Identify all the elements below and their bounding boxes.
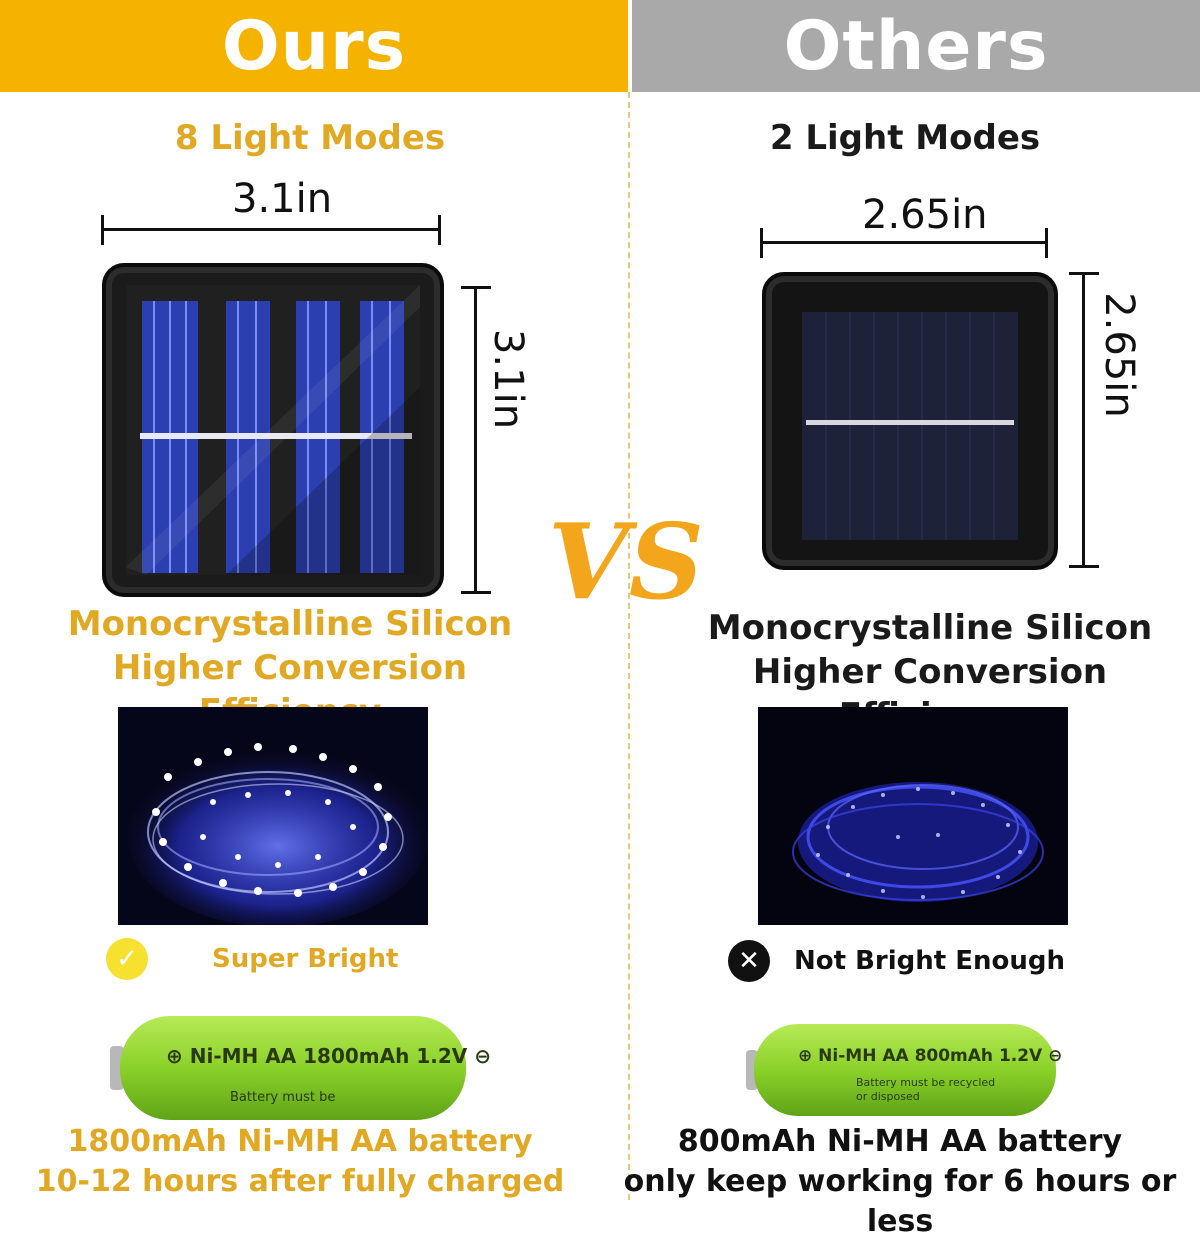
others-header: Others xyxy=(632,0,1200,92)
others-battery-label: ⊕ Ni-MH AA 800mAh 1.2V ⊖ xyxy=(798,1046,1063,1066)
ours-height-label: 3.1in xyxy=(485,328,532,430)
others-battery-capacity: 800mAh Ni-MH AA battery xyxy=(677,1124,1123,1159)
others-lights-graphic xyxy=(758,707,1068,925)
ours-battery-capacity: 1800mAh Ni-MH AA battery xyxy=(67,1124,533,1159)
x-circle-icon: ✕ xyxy=(728,940,770,982)
check-circle-icon: ✓ xyxy=(106,938,148,980)
others-solar-panel xyxy=(762,272,1058,570)
others-brightness-label: Not Bright Enough xyxy=(794,946,1066,976)
ours-solar-panel xyxy=(102,263,444,597)
ours-battery-caption: 1800mAh Ni-MH AA battery 10-12 hours aft… xyxy=(20,1122,580,1202)
others-battery: ⊕ Ni-MH AA 800mAh 1.2V ⊖ Battery must be… xyxy=(746,1024,1062,1116)
ours-string-lights-image xyxy=(118,707,428,925)
others-header-label: Others xyxy=(783,6,1049,86)
ours-brightness-row: ✓ Super Bright xyxy=(106,938,398,980)
ours-battery-runtime: 10-12 hours after fully charged xyxy=(35,1164,565,1199)
others-battery-sublabel: Battery must be recycled or disposed xyxy=(856,1076,996,1103)
others-solar-cells xyxy=(802,312,1018,540)
others-battery-body xyxy=(746,1024,1056,1116)
others-height-bar xyxy=(1069,272,1099,568)
center-divider xyxy=(628,92,630,1200)
ours-lights-graphic xyxy=(118,707,428,925)
others-brightness-row: ✕ Not Bright Enough xyxy=(728,940,1065,982)
ours-width-label: 3.1in xyxy=(232,176,333,222)
ours-solar-cells xyxy=(126,285,420,575)
ours-battery-body xyxy=(110,1016,466,1120)
ours-brightness-label: Super Bright xyxy=(212,944,399,974)
ours-battery-label: ⊕ Ni-MH AA 1800mAh 1.2V ⊖ xyxy=(166,1044,491,1068)
ours-header: Ours xyxy=(0,0,628,92)
ours-battery-sublabel: Battery must be xyxy=(230,1090,336,1105)
others-string-lights-image xyxy=(758,707,1068,925)
ours-light-modes: 8 Light Modes xyxy=(174,118,446,158)
others-panel-type-line1: Monocrystalline Silicon xyxy=(707,608,1153,648)
others-width-label: 2.65in xyxy=(862,192,988,238)
ours-height-bar xyxy=(461,286,491,594)
ours-header-label: Ours xyxy=(221,6,407,86)
ours-battery: ⊕ Ni-MH AA 1800mAh 1.2V ⊖ Battery must b… xyxy=(110,1016,491,1120)
vs-label: VS xyxy=(548,500,704,623)
others-height-label: 2.65in xyxy=(1095,292,1142,418)
others-battery-caption: 800mAh Ni-MH AA battery only keep workin… xyxy=(600,1122,1200,1242)
others-light-modes: 2 Light Modes xyxy=(769,118,1041,158)
ours-width-bar xyxy=(101,215,441,245)
ours-panel-type-line1: Monocrystalline Silicon xyxy=(67,604,513,644)
others-width-bar xyxy=(760,228,1048,258)
others-battery-runtime: only keep working for 6 hours or less xyxy=(623,1164,1177,1239)
